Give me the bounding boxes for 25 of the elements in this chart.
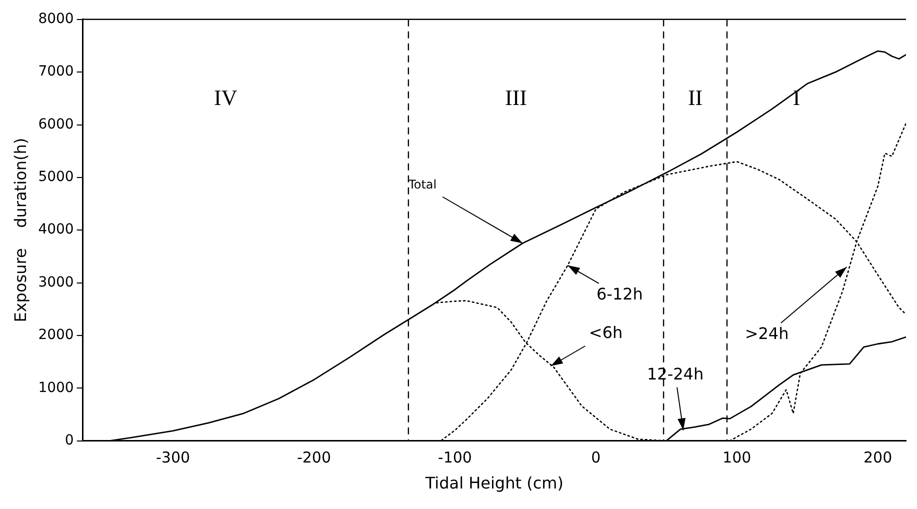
y-tick-label: 5000 (38, 169, 74, 186)
y-tick-label: 3000 (38, 274, 74, 290)
annotation: III (505, 85, 527, 110)
x-tick-label: 200 (863, 448, 892, 467)
y-axis-title: Exposure duration(h) (10, 138, 30, 322)
y-tick-label: 8000 (38, 11, 74, 28)
x-tick-label: 0 (591, 448, 601, 467)
y-tick-label: 0 (64, 432, 74, 448)
y-tick-label: 6000 (38, 116, 74, 132)
x-axis-title: Tidal Height (cm) (424, 474, 564, 493)
x-tick-label: -100 (438, 448, 472, 467)
y-tick-label: 1000 (38, 380, 74, 396)
annotation: II (688, 85, 703, 110)
x-tick-label: -300 (156, 448, 190, 467)
annotation: Total (408, 177, 437, 192)
x-tick-label: 100 (722, 448, 752, 467)
annotation: <6h (588, 323, 623, 342)
y-tick-label: 7000 (38, 64, 74, 80)
annotation: 12-24h (646, 364, 704, 384)
annotation: 6-12h (596, 284, 643, 304)
y-tick-label: 2000 (38, 327, 74, 344)
y-tick-label: 4000 (38, 222, 74, 238)
annotation: IV (214, 85, 238, 110)
x-tick-label: -200 (296, 448, 332, 467)
annotation: >24h (744, 324, 789, 344)
